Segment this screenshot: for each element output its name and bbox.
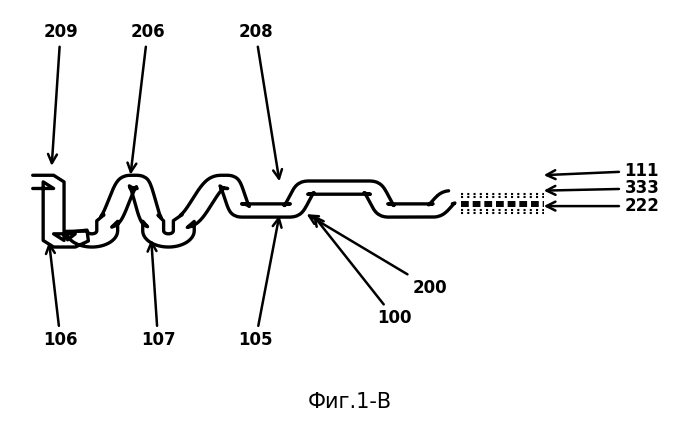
Text: 106: 106 [43, 245, 78, 350]
Text: 209: 209 [43, 23, 78, 163]
Text: 222: 222 [547, 197, 659, 215]
Text: 200: 200 [309, 216, 447, 296]
Text: 100: 100 [315, 217, 412, 327]
Text: Фиг.1-В: Фиг.1-В [308, 392, 391, 412]
Text: 208: 208 [238, 23, 282, 179]
Text: 105: 105 [238, 218, 282, 350]
Text: 333: 333 [547, 179, 659, 198]
Text: 206: 206 [127, 23, 165, 172]
Text: 111: 111 [547, 162, 659, 180]
Text: 107: 107 [140, 242, 175, 350]
